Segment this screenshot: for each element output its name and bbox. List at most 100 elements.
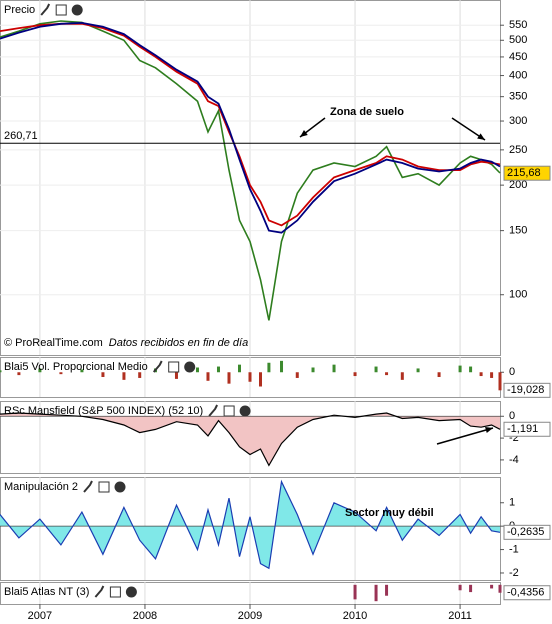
area-fill bbox=[0, 481, 500, 569]
bar bbox=[490, 584, 494, 589]
y-tick-label: 0 bbox=[509, 410, 515, 422]
arrow-head bbox=[300, 130, 308, 137]
bar bbox=[437, 372, 441, 377]
y-tick-label: 0 bbox=[509, 366, 515, 378]
bar bbox=[295, 372, 299, 378]
window-icon[interactable] bbox=[98, 481, 110, 493]
bar bbox=[101, 372, 105, 377]
line bbox=[0, 479, 501, 570]
close-icon[interactable] bbox=[184, 361, 196, 373]
y-tick-label: 250 bbox=[509, 144, 527, 156]
y-tick-label: -4 bbox=[509, 454, 519, 466]
bar bbox=[400, 372, 404, 380]
panel-title: RSc Mansfield (S&P 500 INDEX) (52 10) bbox=[4, 405, 203, 417]
value-box bbox=[503, 165, 551, 181]
bar bbox=[17, 372, 21, 376]
window-icon[interactable] bbox=[223, 405, 235, 417]
bar bbox=[311, 367, 315, 373]
value-box bbox=[503, 524, 551, 540]
bar bbox=[490, 372, 494, 378]
y-tick-label: 350 bbox=[509, 91, 527, 103]
bar bbox=[195, 367, 199, 373]
source-note: Datos recibidos en fin de día bbox=[109, 337, 248, 349]
bar bbox=[227, 372, 231, 384]
last-value-label: 215,68 bbox=[507, 167, 541, 179]
source: © ProRealTime.com bbox=[4, 337, 103, 349]
bar bbox=[498, 372, 502, 391]
bar bbox=[174, 372, 178, 379]
bar bbox=[479, 372, 483, 377]
value-box bbox=[503, 421, 551, 437]
bar bbox=[0, 370, 2, 373]
level-label: 260,71 bbox=[4, 130, 38, 142]
wrench-icon[interactable] bbox=[152, 360, 163, 373]
y-tick-label: 400 bbox=[509, 69, 527, 81]
panel-title: Blai5 Vol. Proporcional Medio bbox=[4, 361, 148, 373]
bar bbox=[469, 366, 473, 373]
window-icon[interactable] bbox=[55, 4, 67, 16]
panel-title: Precio bbox=[4, 4, 35, 16]
y-tick-label: 1 bbox=[509, 497, 515, 509]
value-box bbox=[503, 585, 551, 601]
bar bbox=[280, 360, 284, 373]
wrench-icon[interactable] bbox=[94, 585, 105, 598]
y-tick-label: -1 bbox=[509, 543, 519, 555]
bar bbox=[374, 584, 378, 602]
bar bbox=[206, 372, 210, 381]
bar bbox=[38, 368, 42, 373]
bar bbox=[122, 372, 126, 380]
arrow bbox=[436, 427, 494, 445]
bar bbox=[469, 584, 473, 593]
x-tick-label: 2010 bbox=[343, 610, 367, 622]
line bbox=[0, 412, 501, 467]
y-tick-label: 450 bbox=[509, 51, 527, 63]
bar bbox=[267, 362, 271, 373]
close-icon[interactable] bbox=[71, 4, 83, 16]
bar bbox=[237, 364, 241, 373]
bar bbox=[80, 369, 84, 373]
bar bbox=[216, 366, 220, 373]
annotation: Zona de suelo bbox=[330, 106, 404, 118]
y-tick-label: 100 bbox=[509, 289, 527, 301]
window-icon[interactable] bbox=[168, 361, 180, 373]
y-tick-label: 200 bbox=[509, 179, 527, 191]
last-value-label: -1,191 bbox=[507, 423, 538, 435]
bar bbox=[458, 584, 462, 591]
y-tick-label: -2 bbox=[509, 567, 519, 579]
bar bbox=[259, 372, 263, 387]
x-tick-label: 2011 bbox=[448, 610, 472, 622]
arrow-head bbox=[485, 427, 493, 434]
bar bbox=[353, 584, 357, 600]
panel-title: Manipulación 2 bbox=[4, 481, 78, 493]
y-tick-label: 300 bbox=[509, 115, 527, 127]
wrench-icon[interactable] bbox=[40, 3, 51, 16]
y-tick-label: 550 bbox=[509, 19, 527, 31]
last-value-label: -0,2635 bbox=[507, 526, 544, 538]
close-icon[interactable] bbox=[125, 586, 137, 598]
bar bbox=[332, 364, 336, 373]
price-line bbox=[0, 20, 501, 321]
close-icon[interactable] bbox=[239, 405, 251, 417]
wrench-icon[interactable] bbox=[208, 404, 219, 417]
bar bbox=[374, 366, 378, 373]
window-icon[interactable] bbox=[109, 586, 121, 598]
arrow-head bbox=[477, 133, 485, 140]
bar bbox=[385, 584, 389, 596]
bar bbox=[416, 368, 420, 373]
last-value-label: -19,028 bbox=[507, 384, 544, 396]
wrench-icon[interactable] bbox=[83, 480, 93, 493]
bar bbox=[59, 372, 63, 375]
annotation: Sector muy débil bbox=[345, 507, 434, 519]
bar bbox=[248, 372, 252, 382]
y-tick-label: 150 bbox=[509, 225, 527, 237]
x-tick-label: 2007 bbox=[28, 610, 52, 622]
close-icon[interactable] bbox=[114, 481, 126, 493]
panel-title: Blai5 Atlas NT (3) bbox=[4, 586, 89, 598]
area-fill bbox=[0, 413, 500, 466]
price-line bbox=[0, 22, 501, 227]
y-tick-label: 500 bbox=[509, 34, 527, 46]
last-value-label: -0,4356 bbox=[507, 587, 544, 599]
y-tick-label: -2 bbox=[509, 432, 519, 444]
bar bbox=[138, 372, 142, 378]
